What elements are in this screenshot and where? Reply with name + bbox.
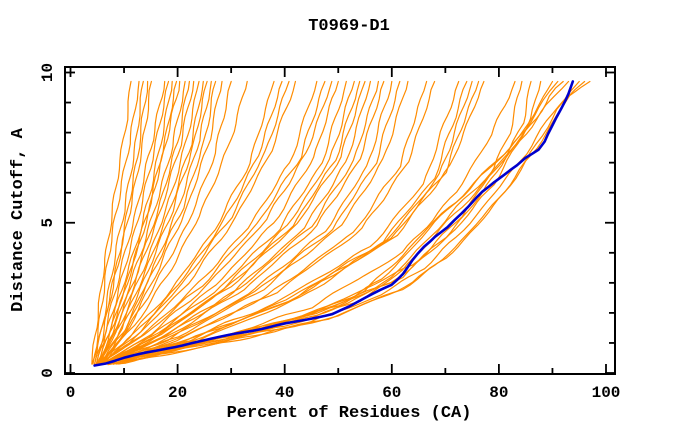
- model-curve: [112, 80, 523, 365]
- model-curve: [102, 80, 333, 365]
- model-curve: [96, 80, 318, 365]
- model-curve: [107, 80, 473, 365]
- model-curve: [107, 80, 480, 365]
- y-tick-label: 0: [39, 368, 57, 378]
- model-curve: [96, 80, 200, 365]
- model-curve: [99, 80, 195, 365]
- plot-area: 0 20 40 60 80 100 0 5 10: [39, 63, 620, 402]
- model-curve: [94, 80, 166, 365]
- model-curve: [99, 80, 347, 365]
- highlight-curve: [93, 80, 575, 367]
- model-curve: [112, 80, 570, 365]
- model-curve: [104, 80, 401, 365]
- model-curve: [102, 80, 379, 365]
- model-curve: [118, 80, 591, 365]
- model-curve: [96, 80, 181, 365]
- model-curve: [102, 80, 371, 365]
- model-curve: [104, 80, 366, 365]
- model-curve: [99, 80, 186, 365]
- plot-frame: [64, 66, 616, 375]
- model-curve: [102, 80, 339, 365]
- model-curve: [99, 80, 232, 365]
- model-curve: [94, 80, 144, 365]
- model-curve: [104, 80, 428, 365]
- model-curve: [99, 80, 326, 365]
- x-tick-label: 0: [66, 384, 76, 402]
- model-curve: [96, 80, 275, 365]
- model-curve: [97, 80, 178, 365]
- model-curve: [102, 80, 248, 362]
- model-curve: [99, 80, 283, 365]
- model-curve: [92, 80, 140, 365]
- model-curve: [102, 80, 208, 365]
- model-curve: [102, 80, 460, 365]
- model-curve: [104, 80, 385, 365]
- model-curve: [107, 80, 409, 365]
- x-tick-label: 40: [275, 384, 294, 402]
- model-curve: [102, 80, 296, 365]
- x-tick-label: 60: [382, 384, 401, 402]
- x-tick-label: 20: [168, 384, 187, 402]
- x-tick-label: 80: [489, 384, 508, 402]
- model-curve: [96, 80, 170, 365]
- model-curve: [102, 80, 361, 365]
- model-curve: [91, 80, 132, 365]
- y-tick-label: 5: [39, 218, 57, 228]
- model-curve: [102, 80, 217, 365]
- y-tick-label: 10: [39, 63, 57, 82]
- x-axis-label: Percent of Residues (CA): [227, 404, 472, 423]
- model-curve: [107, 80, 436, 365]
- x-tick-label: 100: [592, 384, 621, 402]
- chart-title: T0969-D1: [308, 17, 390, 36]
- model-curve: [91, 80, 152, 365]
- model-curve: [102, 80, 223, 365]
- y-axis-label: Distance Cutoff, A: [9, 127, 28, 311]
